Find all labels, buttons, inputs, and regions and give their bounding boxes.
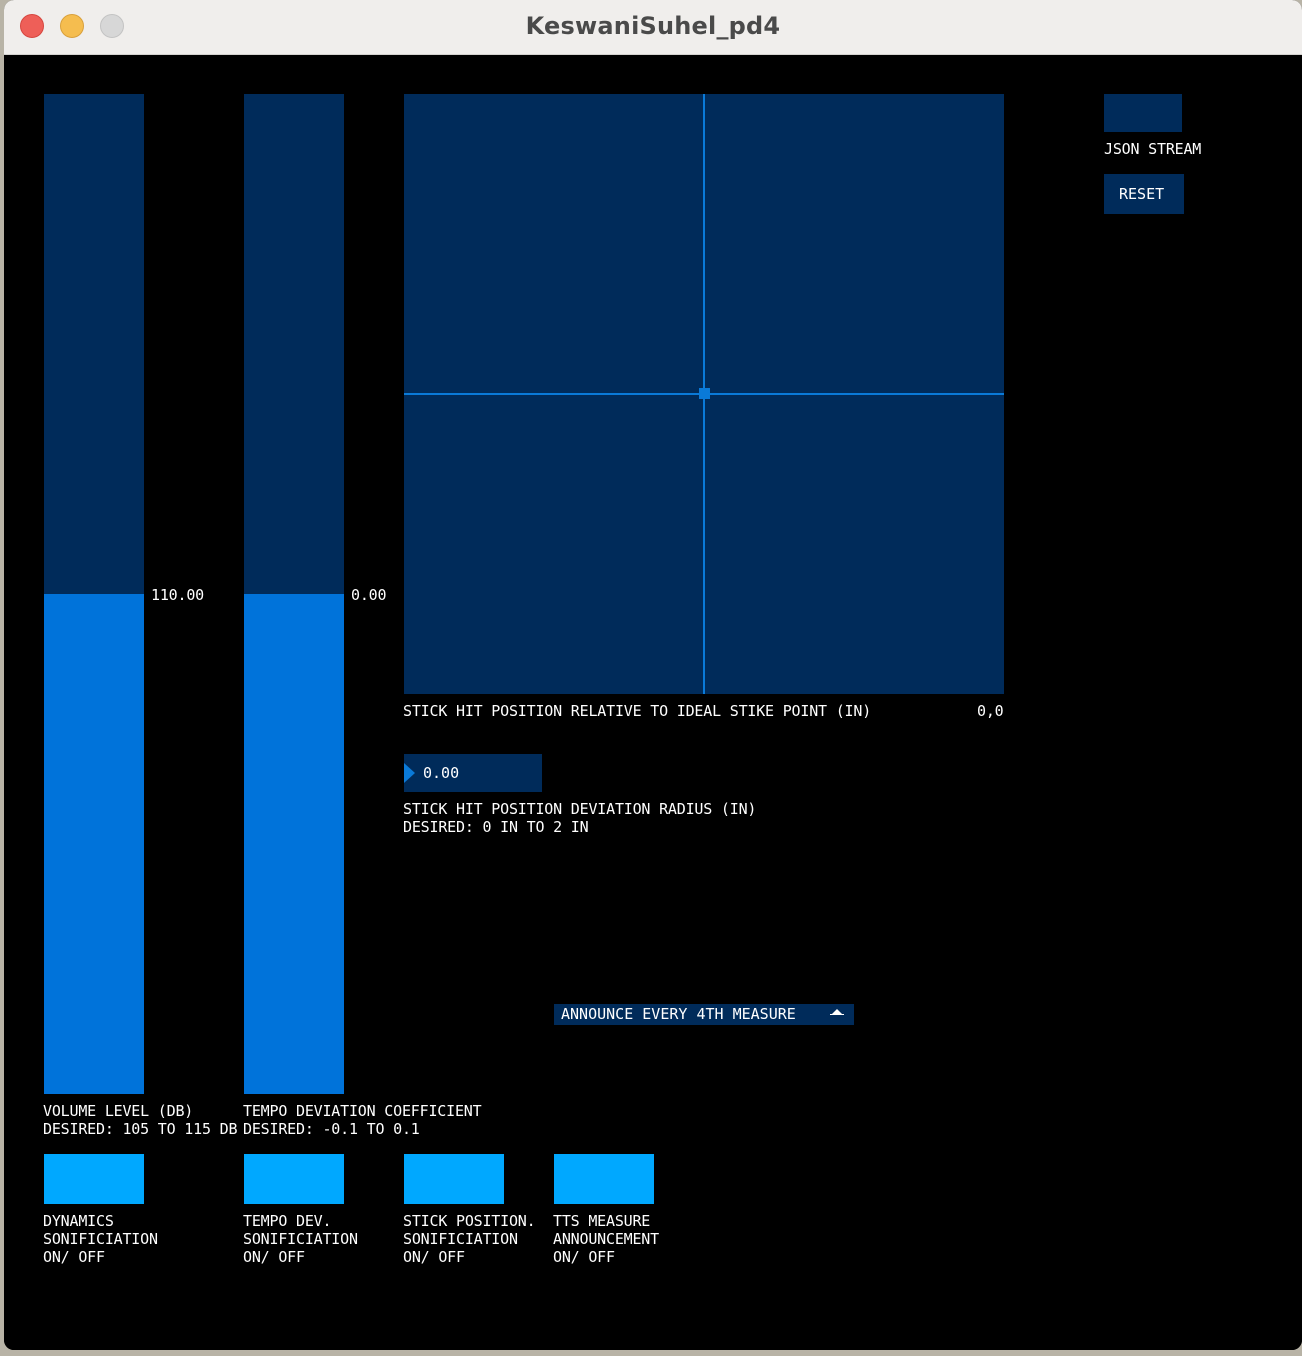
window-title: KeswaniSuhel_pd4 [525,12,781,40]
minimize-window-button[interactable] [60,14,84,38]
volume-level-slider[interactable] [44,94,144,1094]
dynamics-toggle-label-2: SONIFICIATION [43,1230,158,1248]
tempo-sonification-toggle[interactable] [244,1154,344,1204]
announce-frequency-dropdown[interactable]: ANNOUNCE EVERY 4TH MEASURE [554,1004,854,1025]
caret-up-icon [832,1009,842,1014]
stick-toggle-label-2: SONIFICIATION [403,1230,518,1248]
stick-position-pad[interactable] [404,94,1004,694]
stick-position-sonification-toggle[interactable] [404,1154,504,1204]
stick-position-value: 0,0 [977,702,1004,720]
close-window-button[interactable] [20,14,44,38]
dynamics-toggle-label-3: ON/ OFF [43,1248,105,1266]
volume-level-fill [44,594,144,1094]
tempo-deviation-fill [244,594,344,1094]
deviation-radius-desired: DESIRED: 0 IN TO 2 IN [403,818,589,836]
tts-toggle-label-1: TTS MEASURE [553,1212,651,1230]
stick-toggle-label-1: STICK POSITION. [403,1212,536,1230]
volume-level-value: 110.00 [151,586,204,604]
tempo-toggle-label-3: ON/ OFF [243,1248,305,1266]
dynamics-sonification-toggle[interactable] [44,1154,144,1204]
tempo-deviation-desired: DESIRED: -0.1 TO 0.1 [243,1120,420,1138]
tempo-deviation-slider[interactable] [244,94,344,1094]
app-window: KeswaniSuhel_pd4 110.00 VOLUME LEVEL (DB… [4,0,1302,1350]
tts-toggle-label-3: ON/ OFF [553,1248,615,1266]
json-stream-label: JSON STREAM [1104,140,1202,158]
numberbox-arrow-icon [404,763,415,783]
caret-bar-icon [830,1014,844,1015]
deviation-radius-value: 0.00 [423,764,460,782]
tempo-deviation-label: TEMPO DEVIATION COEFFICIENT [243,1102,482,1120]
pad-position-handle[interactable] [699,388,710,399]
sketch-canvas: 110.00 VOLUME LEVEL (DB) DESIRED: 105 TO… [4,55,1302,1350]
stick-position-label: STICK HIT POSITION RELATIVE TO IDEAL STI… [403,702,872,720]
dropdown-selected-value: ANNOUNCE EVERY 4TH MEASURE [561,1005,796,1023]
tempo-deviation-value: 0.00 [351,586,387,604]
json-stream-toggle[interactable] [1104,94,1182,132]
reset-button-label: RESET [1119,185,1165,203]
tts-announcement-toggle[interactable] [554,1154,654,1204]
zoom-window-button[interactable] [100,14,124,38]
volume-level-label: VOLUME LEVEL (DB) [43,1102,194,1120]
volume-level-desired: DESIRED: 105 TO 115 DB [43,1120,238,1138]
dynamics-toggle-label-1: DYNAMICS [43,1212,114,1230]
stick-toggle-label-3: ON/ OFF [403,1248,465,1266]
deviation-radius-label: STICK HIT POSITION DEVIATION RADIUS (IN) [403,800,757,818]
tts-toggle-label-2: ANNOUNCEMENT [553,1230,659,1248]
tempo-toggle-label-1: TEMPO DEV. [243,1212,332,1230]
reset-button[interactable]: RESET [1104,174,1184,214]
title-bar: KeswaniSuhel_pd4 [4,0,1302,55]
deviation-radius-numberbox[interactable]: 0.00 [404,754,542,792]
tempo-toggle-label-2: SONIFICIATION [243,1230,358,1248]
